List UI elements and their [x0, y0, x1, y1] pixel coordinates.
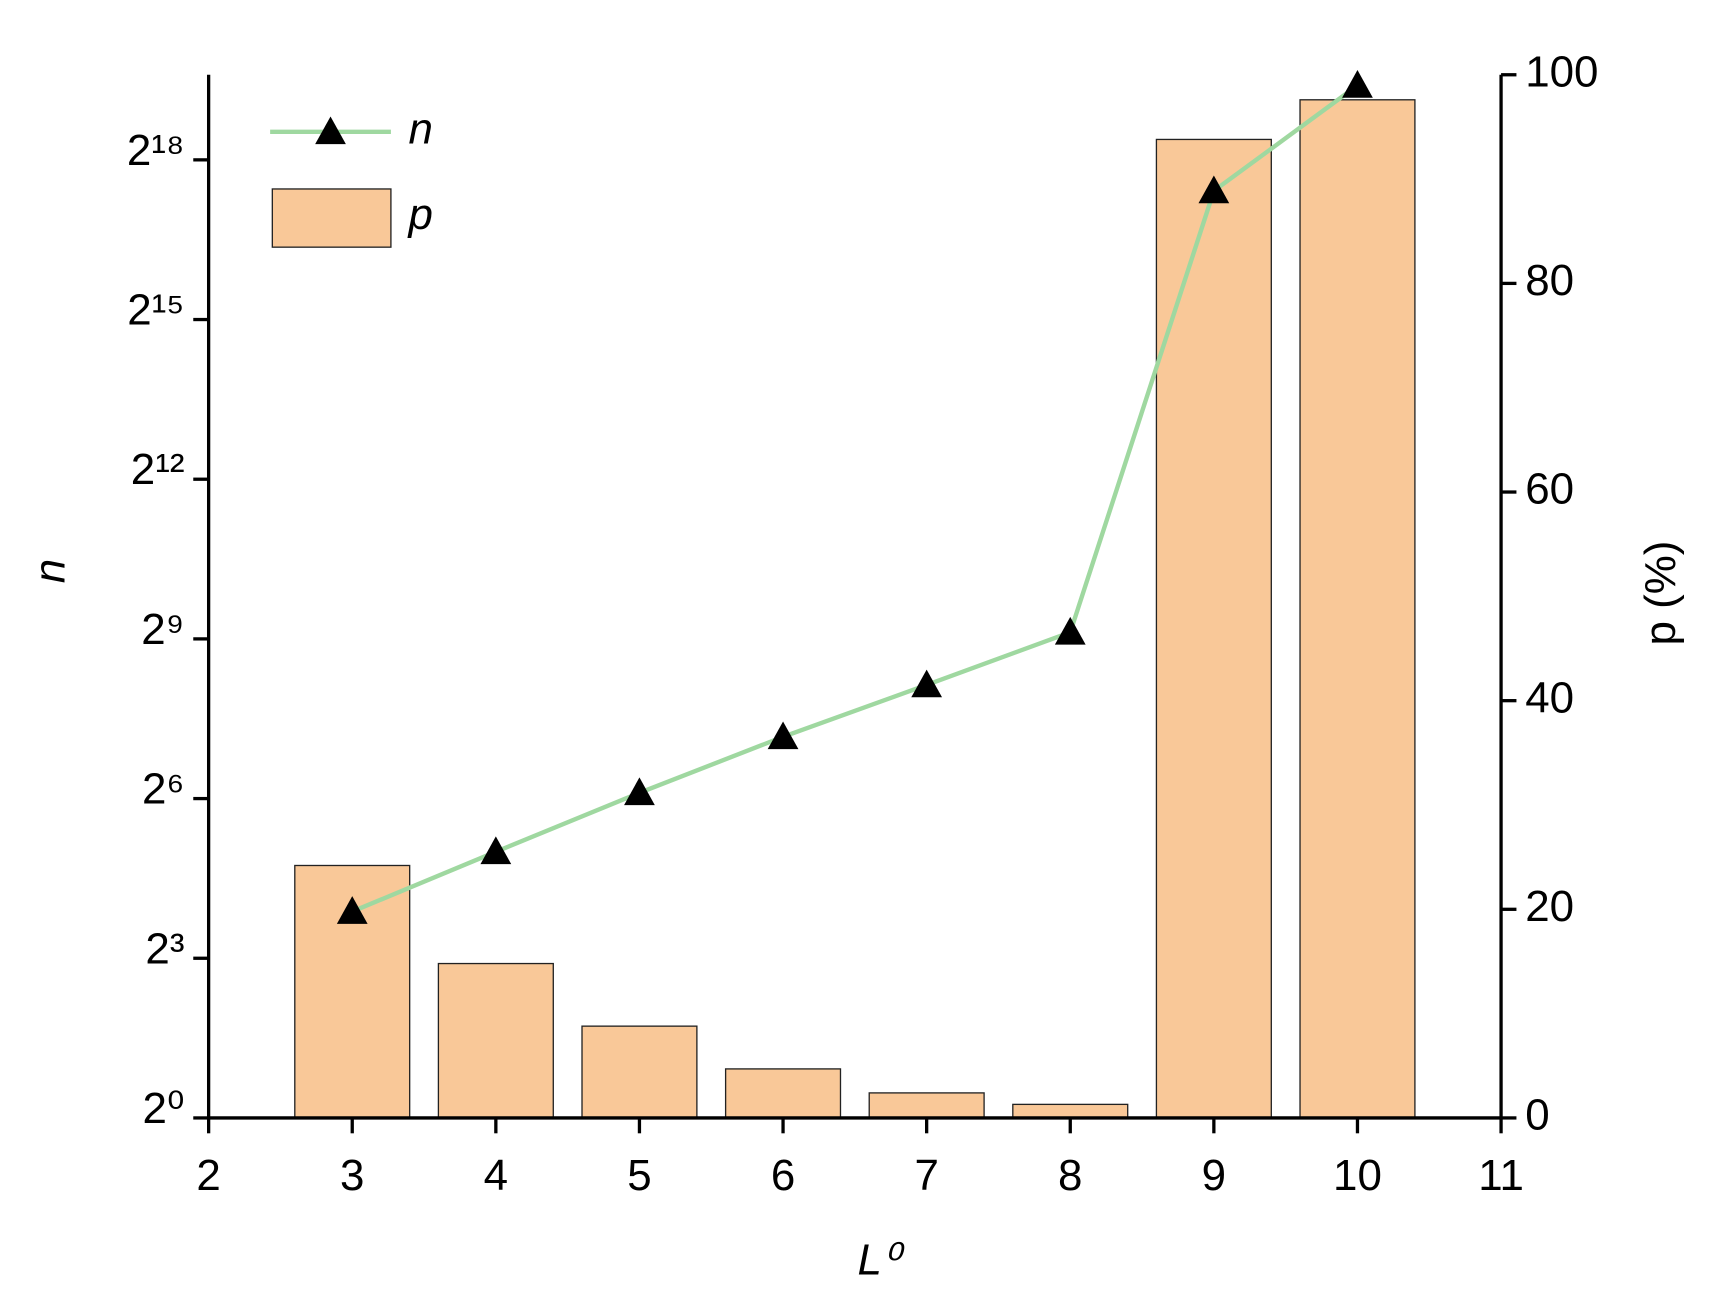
bar [1155, 138, 1272, 1119]
x-tick-label: 4 [484, 1151, 508, 1200]
legend-swatch [271, 188, 392, 248]
x-tick-label: 10 [1333, 1151, 1382, 1200]
y2-axis-label: p (%) [1636, 541, 1685, 646]
x-tick-label: 5 [627, 1151, 651, 1200]
line [351, 83, 1359, 914]
marker [911, 669, 943, 698]
marker [1342, 70, 1373, 98]
x-tick-label: 2 [196, 1151, 220, 1200]
x-tick-label: 11 [1478, 1151, 1524, 1200]
y-tick-label: 2⁰ [142, 1084, 184, 1133]
y-tick-label: 2¹⁸ [127, 126, 185, 175]
bar [437, 962, 554, 1119]
marker [624, 777, 655, 806]
bar [724, 1068, 842, 1119]
y-tick-label: 2⁹ [141, 605, 184, 654]
y-tick-label: 2³ [145, 924, 184, 973]
marker [1054, 616, 1086, 645]
x-axis-label: L⁰ [857, 1235, 905, 1284]
bar [581, 1025, 698, 1119]
x-tick-label: 6 [771, 1151, 795, 1200]
legend-marker [315, 116, 346, 145]
x-tick-label: 8 [1058, 1151, 1082, 1200]
y2-tick-label: 40 [1525, 673, 1574, 722]
y2-tick-label: 20 [1525, 882, 1574, 931]
legend-label: n [408, 104, 432, 153]
bar [868, 1092, 985, 1119]
x-tick-label: 9 [1202, 1151, 1226, 1200]
x-tick-label: 7 [914, 1151, 938, 1200]
y2-tick-label: 100 [1525, 47, 1598, 96]
marker [767, 721, 799, 750]
y2-tick-label: 60 [1525, 465, 1574, 514]
y-axis-label: n [25, 559, 74, 583]
y2-tick-label: 80 [1525, 256, 1574, 305]
marker [336, 896, 368, 924]
bar [1299, 99, 1416, 1119]
marker [480, 836, 512, 865]
y-tick-label: 2¹⁵ [127, 286, 184, 335]
legend-label: p [406, 190, 432, 239]
marker [1198, 175, 1230, 204]
y2-tick-label: 0 [1525, 1091, 1549, 1140]
x-tick-label: 3 [340, 1151, 364, 1200]
y-tick-label: 2¹² [131, 445, 185, 494]
y-tick-label: 2⁶ [142, 765, 185, 814]
bar [1012, 1103, 1129, 1119]
